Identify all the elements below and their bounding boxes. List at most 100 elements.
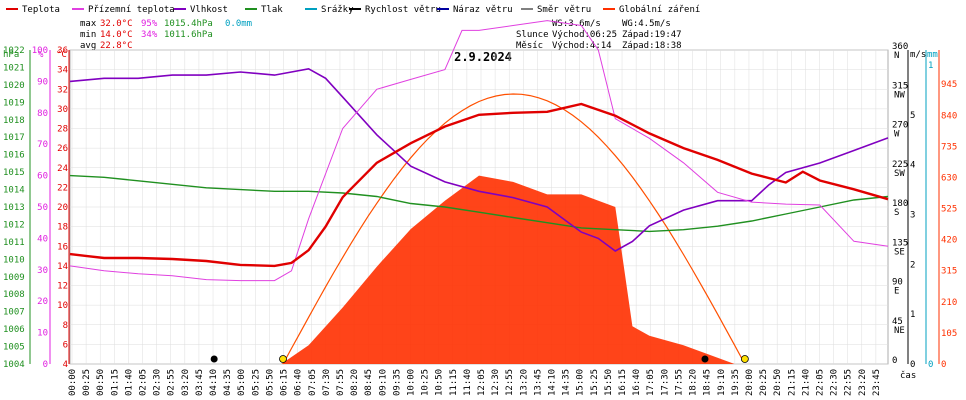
humidity-tick: 70 bbox=[37, 140, 48, 150]
radiation-tick: 420 bbox=[941, 236, 957, 246]
plot-area bbox=[69, 20, 889, 365]
x-tick-label: 00:25 bbox=[82, 369, 92, 396]
x-tick-label: 10:00 bbox=[406, 369, 416, 396]
x-tick-label: 19:10 bbox=[717, 369, 727, 396]
temperature-tick: 30 bbox=[57, 105, 68, 115]
wind-speed-tick: 0 bbox=[910, 360, 915, 370]
radiation-tick: 945 bbox=[941, 80, 957, 90]
legend-label: Tlak bbox=[261, 5, 283, 15]
legend-label: Globální záření bbox=[619, 5, 700, 15]
pressure-tick: 1008 bbox=[3, 290, 25, 300]
pressure-tick: 1014 bbox=[3, 186, 25, 196]
pressure-tick: 1009 bbox=[3, 273, 25, 283]
legend: Teplota Přízemní teplota Vlhkost Tlak Srážky… bbox=[6, 5, 700, 15]
stat-max-label: max bbox=[80, 19, 97, 29]
wind-speed-axis-label: m/s bbox=[910, 50, 926, 60]
wind-dir-tick: 90 bbox=[892, 278, 903, 288]
humidity-tick: 90 bbox=[37, 77, 48, 87]
temperature-line bbox=[69, 102, 889, 268]
x-tick-label: 06:15 bbox=[280, 369, 290, 396]
wind-speed-tick: 2 bbox=[910, 260, 915, 270]
wind-dir-tick: 270 bbox=[892, 121, 908, 131]
stat-avg-temp: 22.8°C bbox=[100, 41, 133, 51]
x-tick-label: 16:15 bbox=[618, 369, 628, 396]
moonset-marker bbox=[701, 355, 709, 363]
x-tick-label: 08:20 bbox=[350, 369, 360, 396]
moon-rise: Východ:4:14 bbox=[552, 41, 612, 51]
x-tick-label: 11:15 bbox=[449, 369, 459, 396]
humidity-tick: 100 bbox=[32, 46, 48, 56]
wind-dir-compass: SW bbox=[894, 169, 905, 179]
x-tick-label: 22:55 bbox=[844, 369, 854, 396]
x-tick-label: 12:55 bbox=[505, 369, 515, 396]
x-tick-label: 04:35 bbox=[223, 369, 233, 396]
pressure-tick: 1011 bbox=[3, 238, 25, 248]
x-tick-label: 01:15 bbox=[110, 369, 120, 396]
axes: 00:00 00:25 00:50 01:15 01:40 02:05 02:30 02:55… bbox=[3, 42, 957, 396]
pressure-tick: 1020 bbox=[3, 81, 25, 91]
x-tick-label: 03:20 bbox=[181, 369, 191, 396]
x-tick-label: 21:40 bbox=[801, 369, 811, 396]
wind-speed-tick: 5 bbox=[910, 111, 915, 121]
x-tick-label: 16:40 bbox=[632, 369, 642, 396]
wind-ws: WS:3.6m/s bbox=[552, 19, 601, 29]
x-tick-label: 01:40 bbox=[124, 369, 134, 396]
x-axis-label: čas bbox=[900, 370, 916, 381]
legend-label: Teplota bbox=[22, 5, 60, 15]
legend-label: Rychlost větru bbox=[365, 5, 441, 15]
x-tick-label: 05:00 bbox=[237, 369, 247, 396]
rain-axis-label: mm bbox=[927, 50, 938, 60]
humidity-tick: 50 bbox=[37, 203, 48, 213]
sun-rise: Východ:06:25 bbox=[552, 30, 617, 40]
x-tick-label: 07:55 bbox=[336, 369, 346, 396]
radiation-tick: 210 bbox=[941, 298, 957, 308]
stat-min-press: 1011.6hPa bbox=[164, 30, 213, 40]
radiation-tick: 0 bbox=[941, 360, 946, 370]
x-tick-label: 07:05 bbox=[308, 369, 318, 396]
temperature-tick: 4 bbox=[63, 360, 68, 370]
x-tick-label: 20:50 bbox=[773, 369, 783, 396]
wind-wg: WG:4.5m/s bbox=[622, 19, 671, 29]
sunset-marker bbox=[740, 355, 749, 363]
x-tick-label: 14:35 bbox=[562, 369, 572, 396]
wind-dir-compass: E bbox=[894, 287, 899, 297]
pressure-axis-label: hPa bbox=[3, 50, 19, 60]
temperature-tick: 6 bbox=[63, 340, 68, 350]
x-tick-label: 15:25 bbox=[590, 369, 600, 396]
pressure-tick: 1010 bbox=[3, 255, 25, 265]
wind-dir-compass: S bbox=[894, 208, 899, 218]
x-tick-label: 15:50 bbox=[604, 369, 614, 396]
x-tick-label: 21:15 bbox=[787, 369, 797, 396]
humidity-tick: 40 bbox=[37, 234, 48, 244]
x-tick-label: 11:40 bbox=[463, 369, 473, 396]
pressure-tick: 1022 bbox=[3, 46, 25, 56]
stat-min-label: min bbox=[80, 30, 96, 40]
legend-label: Přízemní teplota bbox=[88, 5, 175, 15]
wind-dir-tick: 180 bbox=[892, 199, 908, 209]
sun-set: Západ:19:47 bbox=[622, 30, 682, 40]
moonrise-marker bbox=[210, 355, 218, 363]
humidity-tick: 80 bbox=[37, 109, 48, 119]
wind-dir-tick: 0 bbox=[892, 356, 897, 366]
pressure-tick: 1016 bbox=[3, 151, 25, 161]
x-tick-label: 00:50 bbox=[96, 369, 106, 396]
wind-dir-tick: 45 bbox=[892, 317, 903, 327]
radiation-area bbox=[281, 175, 735, 364]
temperature-tick: 28 bbox=[57, 125, 68, 135]
moon-set: Západ:18:38 bbox=[622, 41, 682, 51]
temperature-tick: 16 bbox=[57, 242, 68, 252]
legend-label: Směr větru bbox=[537, 5, 591, 15]
temperature-tick: 26 bbox=[57, 144, 68, 154]
wind-dir-compass: W bbox=[894, 130, 900, 140]
humidity-tick: 0 bbox=[43, 360, 48, 370]
x-tick-label: 05:25 bbox=[251, 369, 261, 396]
x-tick-label: 23:45 bbox=[872, 369, 882, 396]
pressure-tick: 1005 bbox=[3, 343, 25, 353]
temperature-tick: 36 bbox=[57, 46, 68, 56]
stat-avg-label: avg bbox=[80, 41, 96, 51]
temperature-tick: 12 bbox=[57, 282, 68, 292]
radiation-tick: 840 bbox=[941, 111, 957, 121]
x-tick-label: 12:05 bbox=[477, 369, 487, 396]
x-tick-label: 09:10 bbox=[378, 369, 388, 396]
